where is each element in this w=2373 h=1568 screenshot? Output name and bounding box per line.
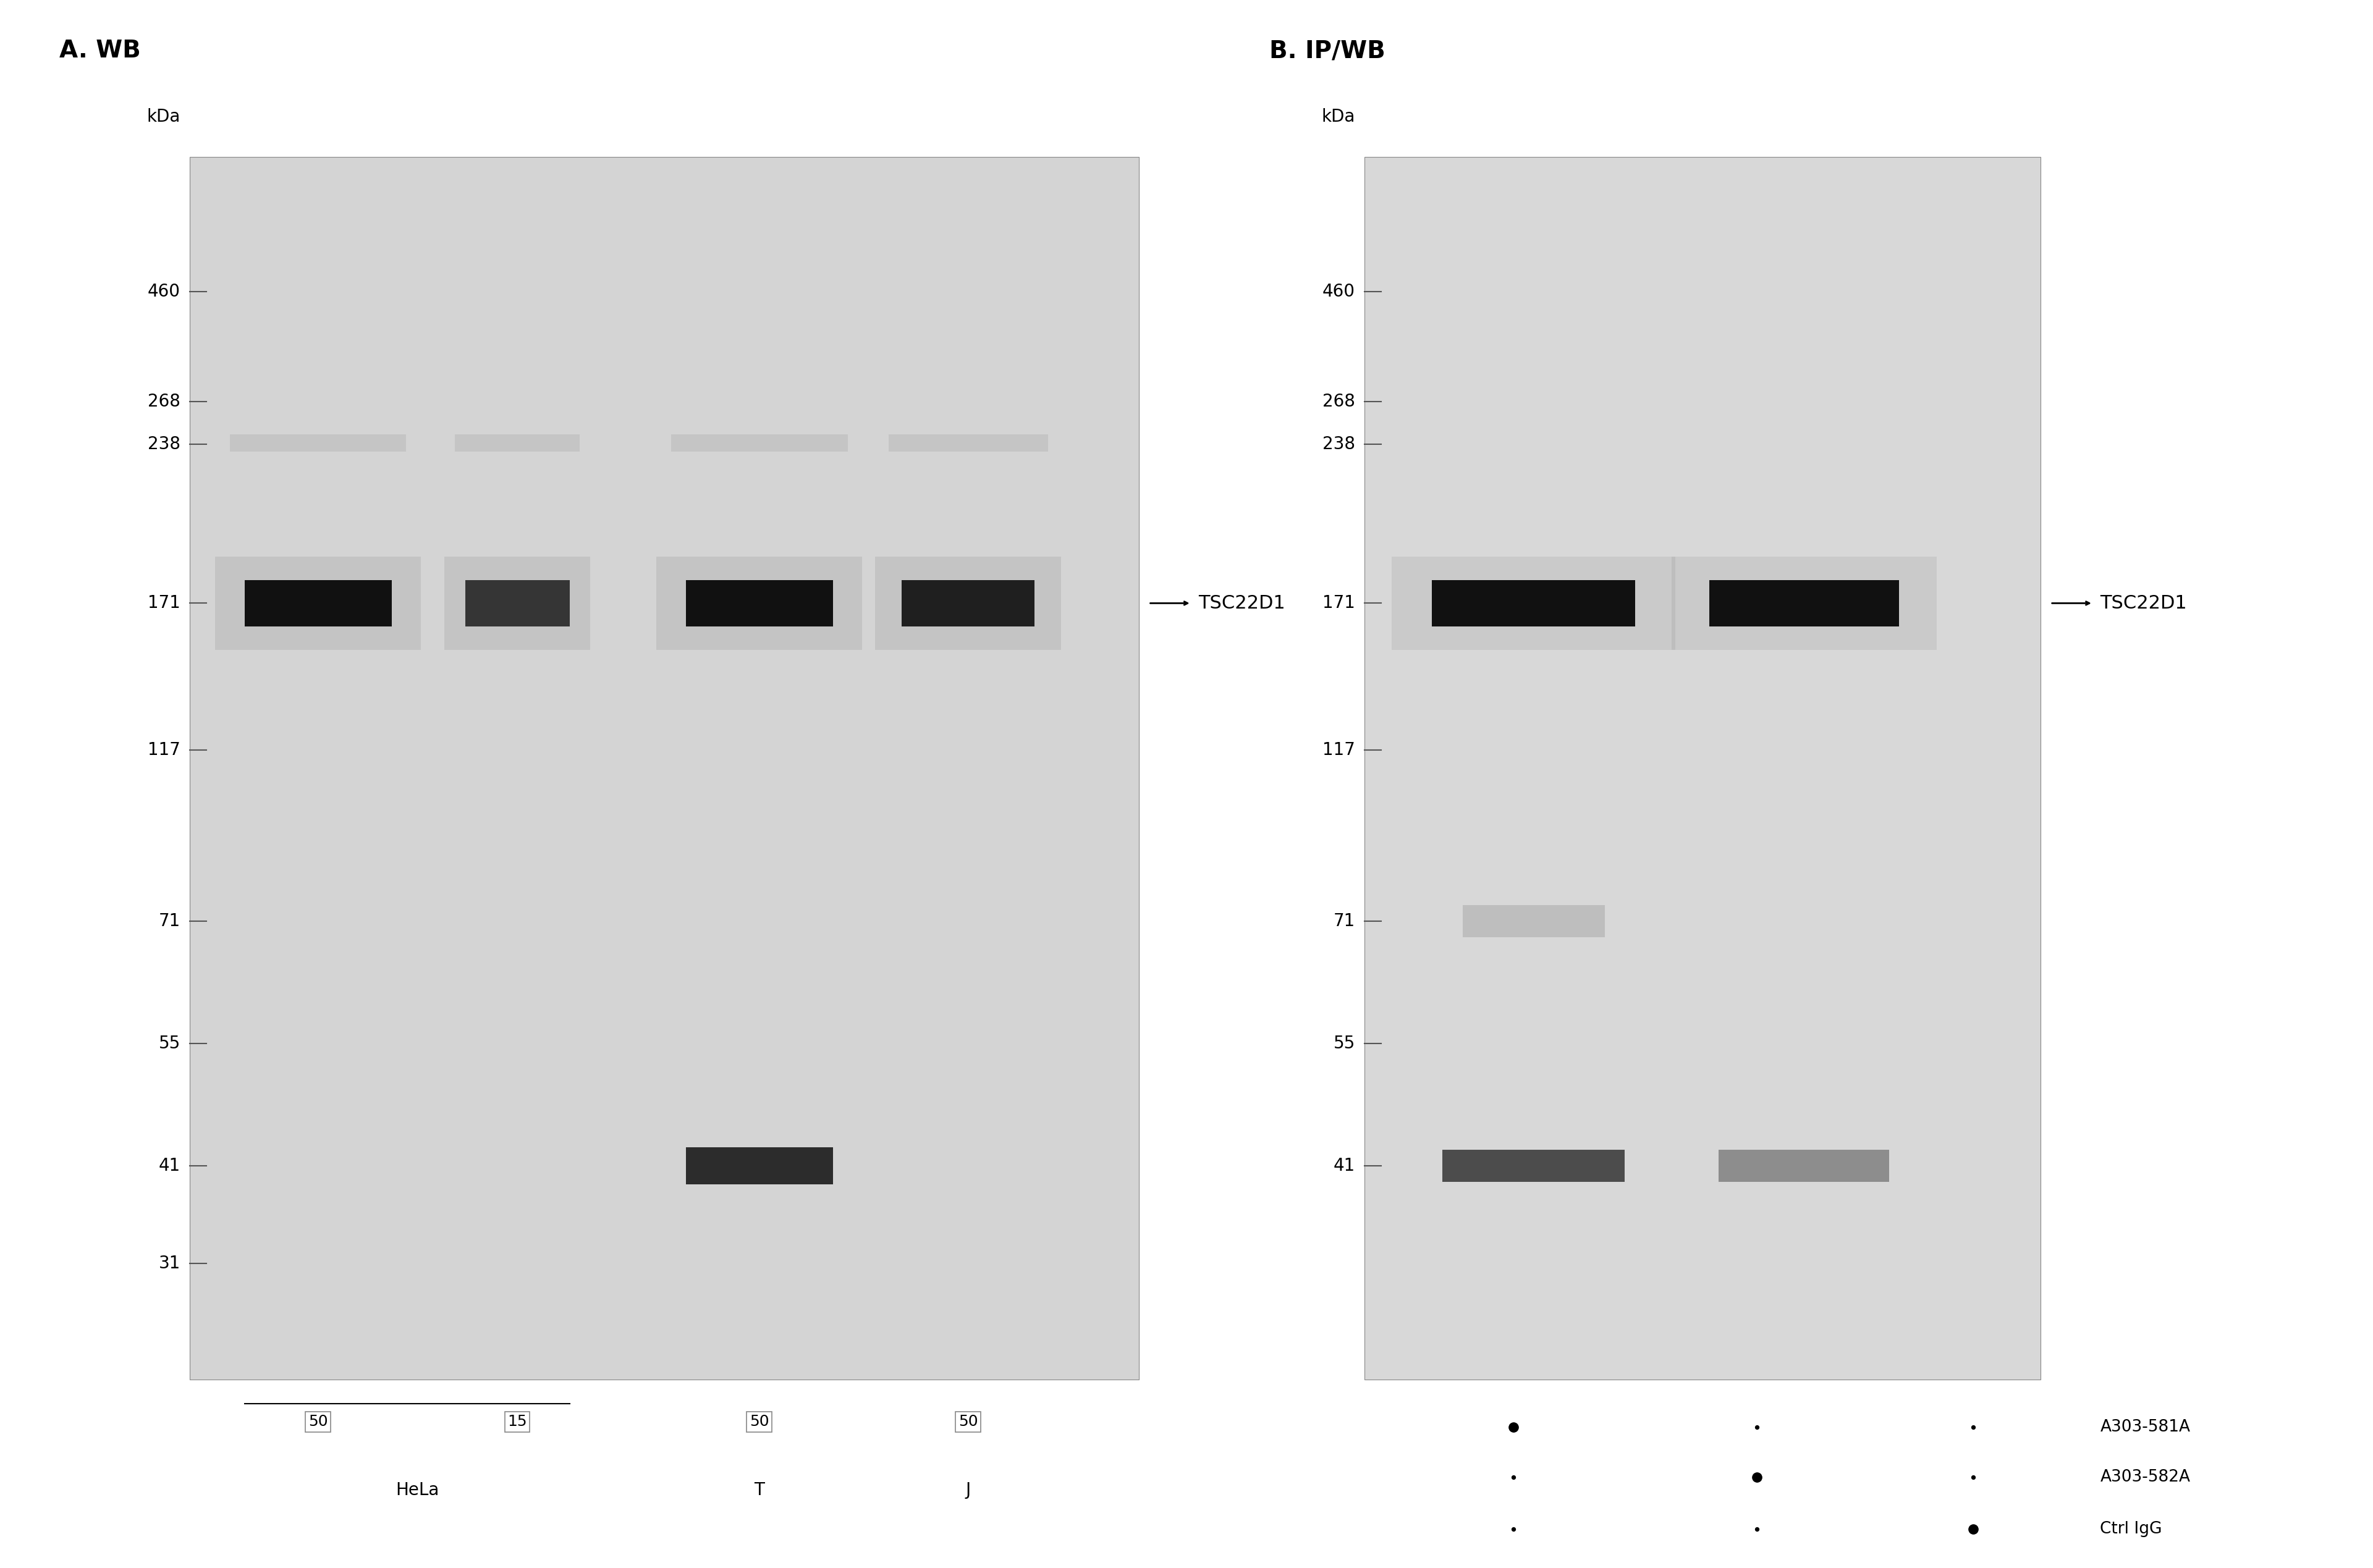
Bar [657, 557, 861, 649]
Text: A303-581A: A303-581A [2100, 1419, 2190, 1435]
Text: TSC22D1: TSC22D1 [1198, 594, 1286, 612]
Text: 171: 171 [147, 594, 180, 612]
Point [1737, 1465, 1775, 1490]
Text: J: J [966, 1482, 971, 1499]
Bar [216, 557, 420, 649]
Text: A. WB: A. WB [59, 39, 140, 63]
Text: 31: 31 [159, 1254, 180, 1272]
Point [1495, 1516, 1533, 1541]
Text: A303-582A: A303-582A [2100, 1469, 2190, 1485]
Point [1737, 1414, 1775, 1439]
Bar [672, 434, 847, 452]
Point [1737, 1516, 1775, 1541]
Text: 41: 41 [1334, 1157, 1355, 1174]
Point [1495, 1465, 1533, 1490]
Bar [444, 557, 591, 649]
Bar [1709, 580, 1898, 627]
Text: TSC22D1: TSC22D1 [2100, 594, 2188, 612]
Text: 15: 15 [508, 1414, 527, 1428]
Bar [465, 580, 570, 627]
Bar [456, 434, 579, 452]
Text: 460: 460 [147, 282, 180, 299]
Text: 71: 71 [1334, 913, 1355, 930]
Text: 238: 238 [147, 436, 180, 453]
Text: 268: 268 [1322, 392, 1355, 411]
Point [1953, 1414, 1991, 1439]
Bar [1443, 1149, 1626, 1182]
Point [1953, 1516, 1991, 1541]
Bar [1671, 557, 1936, 649]
Point [1953, 1465, 1991, 1490]
Text: 41: 41 [159, 1157, 180, 1174]
Text: 171: 171 [1322, 594, 1355, 612]
Bar [686, 580, 833, 627]
Text: T: T [755, 1482, 764, 1499]
Text: 50: 50 [959, 1414, 978, 1428]
Bar [1364, 157, 2041, 1380]
Text: kDa: kDa [147, 108, 180, 125]
Point [1495, 1414, 1533, 1439]
Text: 50: 50 [750, 1414, 769, 1428]
Text: 238: 238 [1322, 436, 1355, 453]
Bar [1718, 1149, 1889, 1182]
Text: 55: 55 [1334, 1035, 1355, 1052]
Bar [244, 580, 392, 627]
Text: HeLa: HeLa [396, 1482, 439, 1499]
Bar [902, 580, 1035, 627]
Bar [190, 157, 1139, 1380]
Bar [888, 434, 1049, 452]
Text: kDa: kDa [1322, 108, 1355, 125]
Text: 71: 71 [159, 913, 180, 930]
Bar [230, 434, 406, 452]
Text: Ctrl IgG: Ctrl IgG [2100, 1521, 2162, 1537]
Bar [1433, 580, 1635, 627]
Text: 55: 55 [159, 1035, 180, 1052]
Text: 268: 268 [147, 392, 180, 411]
Text: B. IP/WB: B. IP/WB [1270, 39, 1386, 63]
Text: 117: 117 [147, 742, 180, 759]
Text: 117: 117 [1322, 742, 1355, 759]
Bar [1391, 557, 1675, 649]
Bar [686, 1148, 833, 1184]
Bar [1462, 905, 1604, 938]
Bar [876, 557, 1061, 649]
Text: 460: 460 [1322, 282, 1355, 299]
Text: 50: 50 [308, 1414, 327, 1428]
